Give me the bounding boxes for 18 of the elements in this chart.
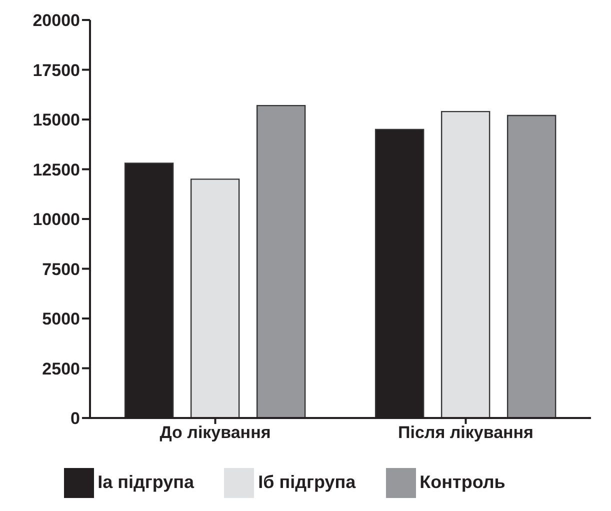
bar — [256, 104, 306, 418]
legend-label: Контроль — [420, 472, 506, 492]
y-tick-label: 10000 — [32, 210, 80, 230]
y-tick-label: 2500 — [42, 359, 80, 378]
y-tick-label: 17500 — [32, 60, 80, 80]
y-tick-label: 7500 — [42, 260, 80, 279]
legend-label: Iа підгрупа — [98, 472, 194, 492]
y-tick-label: 15000 — [32, 110, 80, 130]
y-tick-label: 5000 — [42, 310, 80, 329]
x-tick-label: До лікування — [160, 423, 271, 442]
y-tick-label: 0 — [70, 409, 80, 428]
bar — [506, 114, 556, 418]
x-tick-label: Після лікування — [398, 423, 534, 442]
bar — [190, 178, 240, 418]
bar — [440, 110, 490, 418]
y-tick-label: 12500 — [32, 160, 80, 180]
y-tick-label: 20000 — [32, 11, 80, 30]
legend-label: Iб підгрупа — [258, 472, 356, 492]
